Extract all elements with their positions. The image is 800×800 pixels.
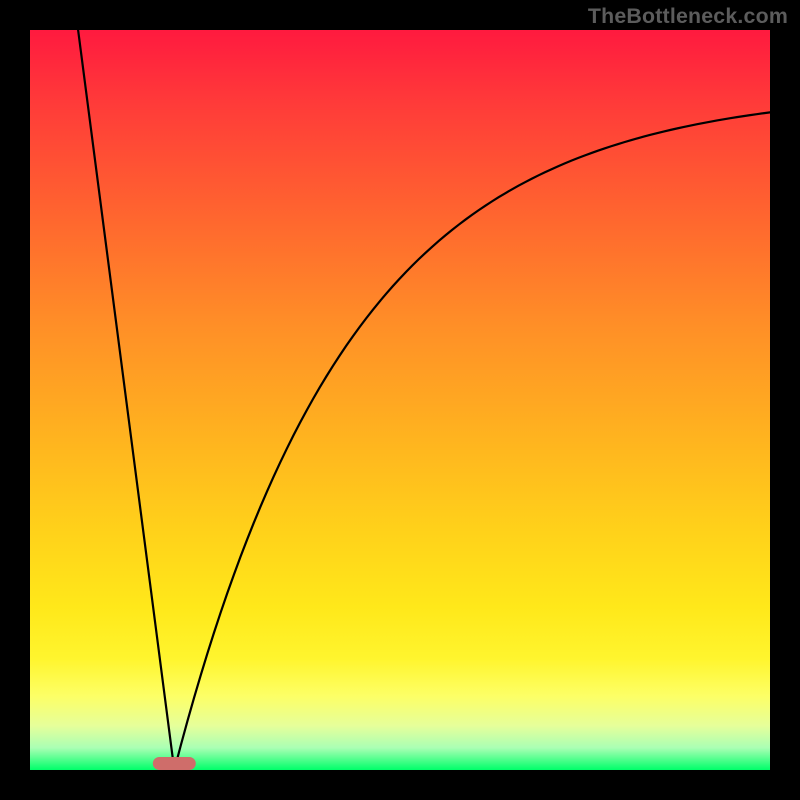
plot-background-gradient <box>30 30 770 770</box>
chart-canvas: TheBottleneck.com <box>0 0 800 800</box>
watermark-text: TheBottleneck.com <box>588 4 788 29</box>
minimum-marker-pill <box>153 757 196 770</box>
chart-svg <box>0 0 800 800</box>
